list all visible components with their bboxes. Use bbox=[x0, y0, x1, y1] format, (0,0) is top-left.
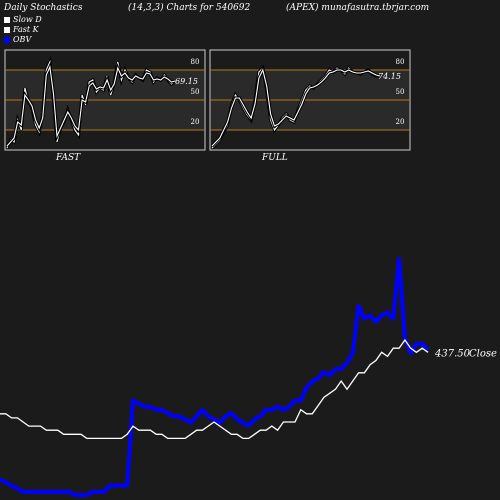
legend-slow-d-label: Slow D bbox=[13, 15, 42, 24]
legend-obv-label: OBV bbox=[13, 35, 32, 44]
close-price-label: 437.50 bbox=[434, 348, 471, 359]
full-level-label: 80 bbox=[396, 58, 405, 66]
fast-level-label: 50 bbox=[191, 88, 200, 96]
fast-last-value: 69.15 bbox=[175, 77, 198, 86]
legend-obv: OBV bbox=[4, 35, 31, 44]
fast-level-label: 20 bbox=[191, 118, 200, 126]
legend-fast-k-label: Fast K bbox=[13, 25, 39, 34]
obv-line bbox=[0, 256, 430, 497]
chart-title-right: (APEX) munafasutra.tbrjar.com bbox=[286, 3, 430, 13]
legend-slow-d-swatch bbox=[4, 16, 10, 23]
full-panel-label: FULL bbox=[262, 153, 288, 163]
fast-series-1-line bbox=[6, 65, 176, 147]
fast-level-label: 80 bbox=[191, 58, 200, 66]
full-level-label: 50 bbox=[396, 88, 405, 96]
legend-fast-k: Fast K bbox=[4, 25, 39, 34]
fast-panel-label: FAST bbox=[56, 153, 81, 163]
legend-fast-k-swatch bbox=[4, 26, 10, 33]
legend-slow-d: Slow D bbox=[4, 15, 42, 24]
close-price-line bbox=[0, 338, 429, 440]
close-word-label: Close bbox=[469, 348, 497, 359]
full-level-label: 20 bbox=[396, 118, 405, 126]
legend-obv-swatch bbox=[4, 36, 10, 43]
chart-title-left: Daily Stochastics bbox=[4, 3, 83, 13]
chart-title-center: (14,3,3) Charts for 540692 bbox=[128, 3, 251, 13]
full-series-1-line bbox=[211, 68, 381, 147]
full-last-value: 74.15 bbox=[378, 72, 401, 81]
